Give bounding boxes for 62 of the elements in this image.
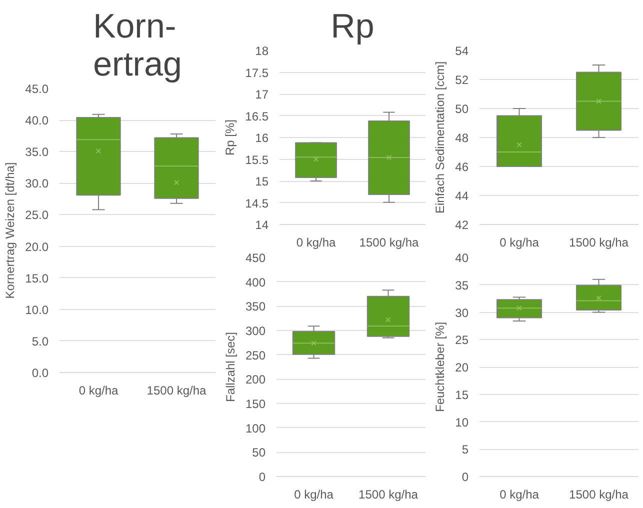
x-tick-label: 1500 kg/ha [569,236,629,250]
x-tick-label: 1500 kg/ha [146,384,207,398]
y-tick-label: 30.0 [25,176,49,191]
y-tick-label: 10 [455,415,469,430]
y-tick-label: 250 [245,348,266,362]
y-tick-label: 150 [245,397,266,411]
x-tick-label: 0 kg/ha [296,236,336,250]
y-tick-label: 400 [245,275,266,290]
y-tick-label: 48 [455,131,469,145]
y-axis-title: Rp [%] [223,119,238,156]
y-tick-label: 46 [455,160,469,174]
x-tick-label: 0 kg/ha [500,236,540,250]
y-axis-title: Fallzahl [sec] [223,332,238,402]
y-tick-label: 50 [455,102,469,116]
y-tick-label: 40 [455,251,469,265]
chart-title: Korn- ertrag [93,8,182,84]
y-axis-title: Feuchtkleber [%] [433,322,448,412]
x-tick-label: 1500 kg/ha [358,488,418,502]
x-tick-label: 1500 kg/ha [359,236,420,250]
y-tick-label: 14 [255,218,269,232]
y-axis-title: Einfach Sedimentation [ccm] [433,61,448,214]
y-tick-label: 20 [455,360,469,374]
y-tick-label: 20.0 [25,240,49,254]
x-tick-label: 1500 kg/ha [569,488,629,502]
y-tick-label: 16 [255,131,269,145]
y-tick-label: 10.0 [25,302,49,317]
y-tick-label: 0 [258,470,266,484]
y-tick-label: 350 [245,300,266,314]
y-tick-label: 15 [455,388,469,402]
y-tick-label: 45.0 [25,82,49,96]
y-tick-label: 200 [245,372,266,387]
y-tick-label: 450 [245,251,266,265]
chart-title: Rp [330,8,374,46]
y-tick-label: 54 [455,44,469,58]
y-tick-label: 52 [455,73,469,87]
y-tick-label: 15.5 [245,152,269,167]
y-tick-label: 44 [455,189,469,203]
y-tick-label: 0.0 [32,366,49,380]
x-tick-label: 0 kg/ha [500,488,540,502]
y-tick-label: 18 [255,44,269,58]
y-tick-label: 15.0 [25,271,49,286]
y-tick-label: 300 [245,324,266,338]
y-tick-label: 5.0 [32,334,49,348]
y-tick-label: 17.5 [245,66,269,80]
y-tick-label: 42 [455,218,469,232]
y-tick-label: 50 [252,446,266,460]
y-tick-label: 25 [455,333,469,348]
y-tick-label: 100 [245,421,266,436]
y-tick-label: 17 [255,88,269,102]
y-tick-label: 30 [455,306,469,320]
y-tick-label: 25.0 [25,208,49,222]
y-tick-label: 35.0 [25,145,49,160]
y-axis-title: Kornertrag Weizen [dt/ha] [3,162,18,299]
y-tick-label: 5 [462,442,469,457]
x-tick-label: 0 kg/ha [294,488,334,502]
y-tick-label: 35 [455,278,469,292]
x-tick-label: 0 kg/ha [78,384,119,398]
y-tick-label: 0 [462,470,469,484]
y-tick-label: 14.5 [245,196,269,210]
y-tick-label: 16.5 [245,109,269,124]
y-tick-label: 15 [255,174,269,188]
y-tick-label: 40.0 [25,114,49,128]
